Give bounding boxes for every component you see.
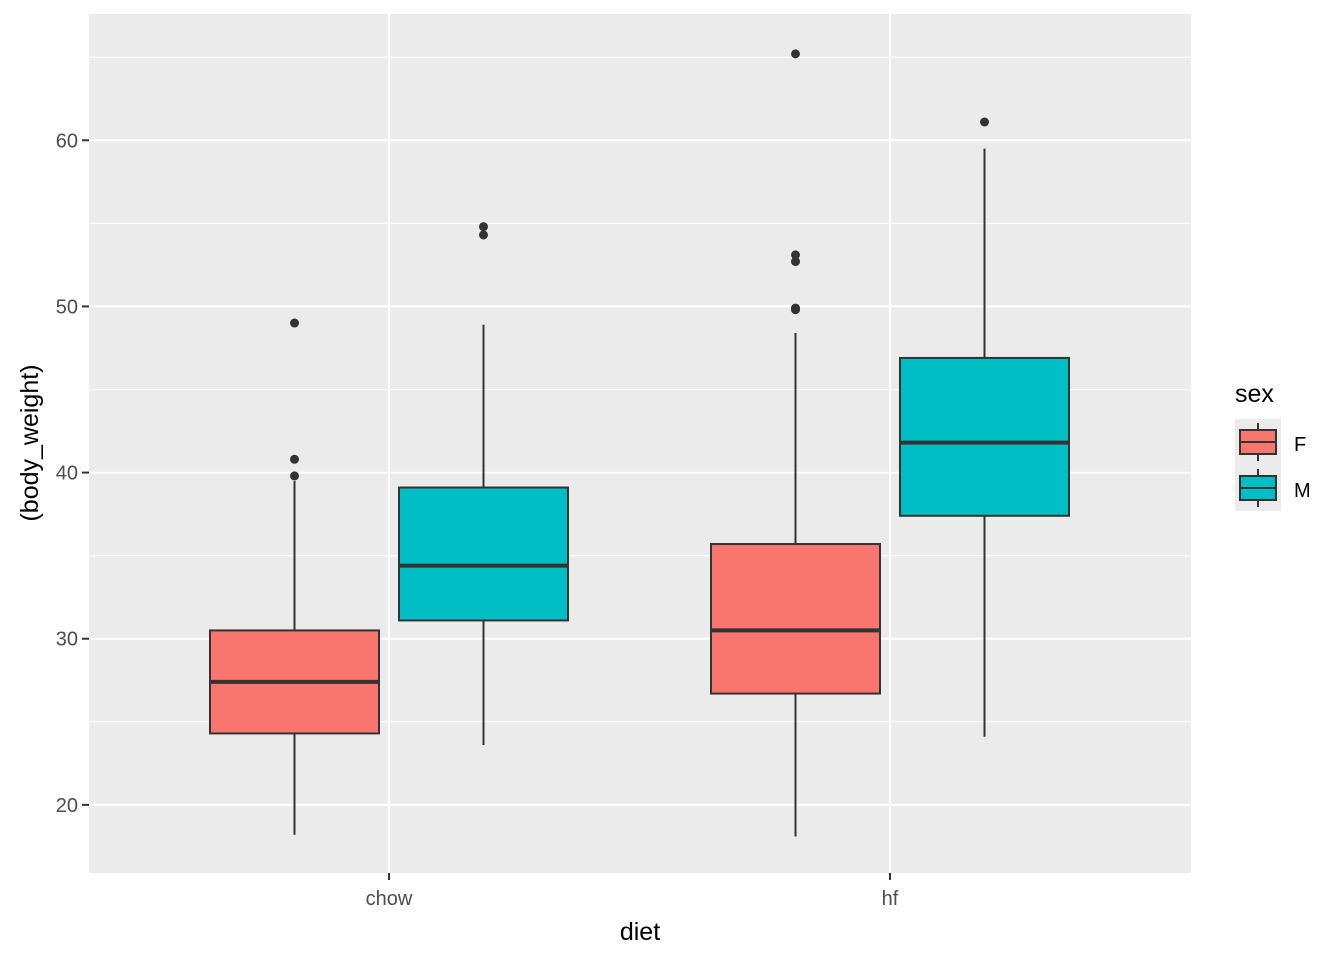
box-f-hf xyxy=(710,49,881,837)
outlier-point xyxy=(290,318,299,328)
x-tick-label: chow xyxy=(366,888,413,910)
x-axis-title: diet xyxy=(620,918,660,946)
outlier-point xyxy=(791,250,800,260)
box-body xyxy=(710,543,881,695)
outlier-point xyxy=(290,471,299,481)
x-axis: chow hf xyxy=(366,873,899,910)
legend-label-m: M xyxy=(1294,480,1311,502)
legend-key-m xyxy=(1235,465,1281,511)
legend-keys xyxy=(1235,419,1281,511)
x-tick-label: hf xyxy=(882,888,899,910)
outlier-point xyxy=(980,117,989,127)
y-tick-label: 30 xyxy=(56,629,78,651)
box-body xyxy=(398,486,569,622)
outlier-point xyxy=(791,257,800,267)
y-axis: 20 30 40 50 60 xyxy=(56,130,89,817)
box-m-chow xyxy=(398,222,569,746)
box-m-hf xyxy=(899,117,1070,737)
y-tick-label: 20 xyxy=(56,795,78,817)
y-tick-label: 60 xyxy=(56,130,78,152)
outlier-point xyxy=(479,230,488,240)
boxes-layer xyxy=(209,49,1070,837)
outlier-point xyxy=(479,222,488,232)
grid-lines xyxy=(89,14,1191,873)
outlier-point xyxy=(791,49,800,59)
y-axis-title: (body_weight) xyxy=(16,364,44,521)
outlier-point xyxy=(290,454,299,464)
legend-title: sex xyxy=(1235,380,1274,408)
y-tick-label: 40 xyxy=(56,463,78,485)
y-tick-label: 50 xyxy=(56,296,78,318)
legend-key-f xyxy=(1235,419,1281,465)
legend: sex F M xyxy=(1235,380,1311,511)
box-f-chow xyxy=(209,318,380,835)
box-body xyxy=(899,356,1070,517)
outlier-point xyxy=(791,303,800,313)
legend-label-f: F xyxy=(1294,434,1306,456)
